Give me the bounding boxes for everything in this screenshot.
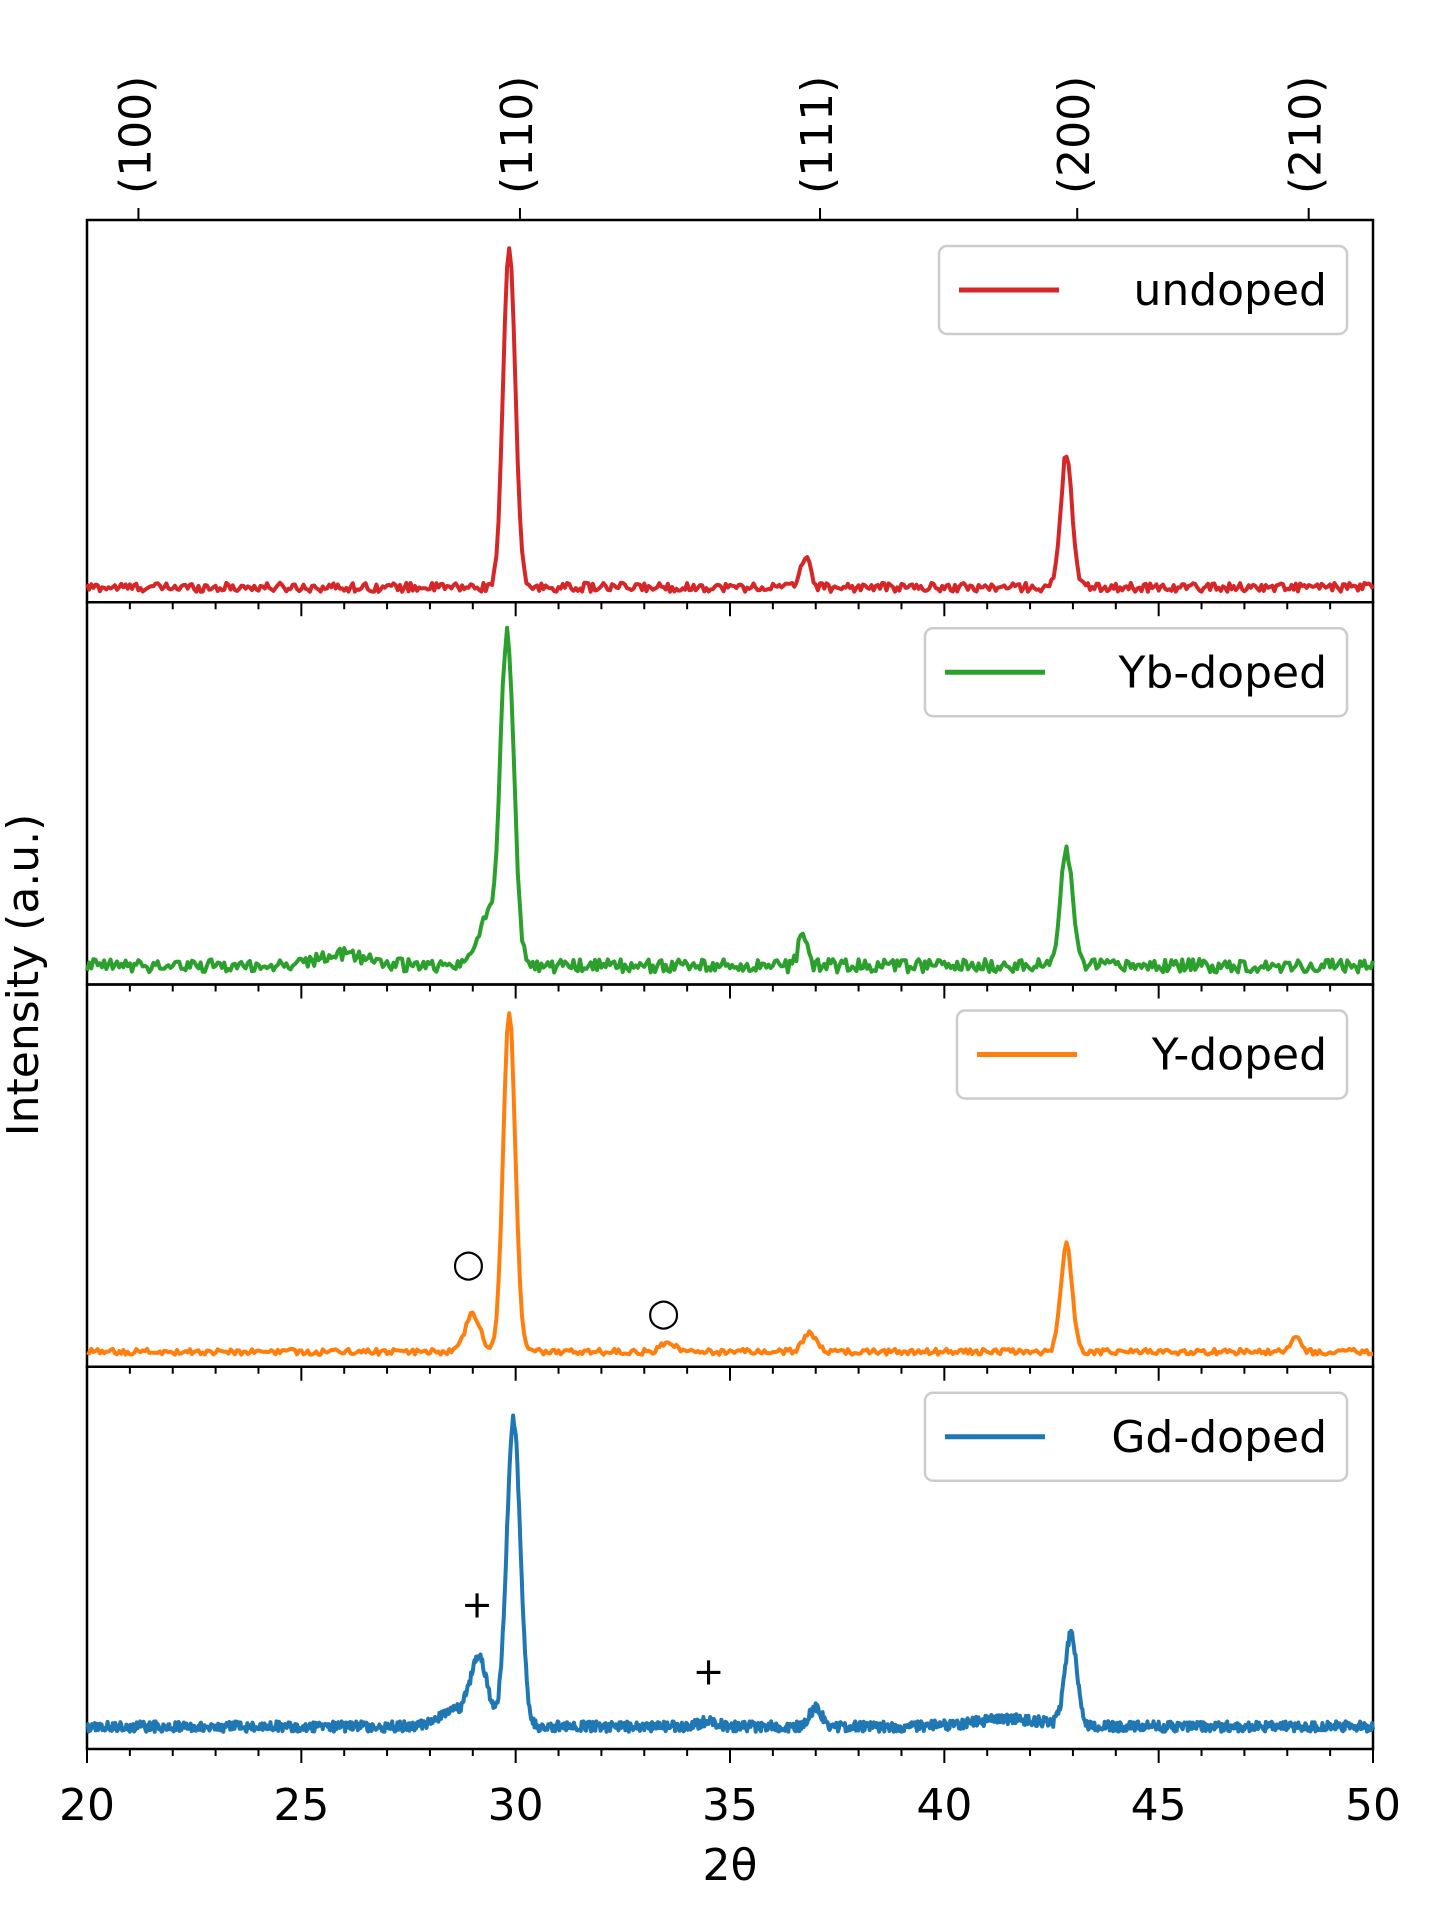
legend-box (923, 627, 1349, 718)
x-tick-label: 20 (59, 1780, 115, 1831)
legend-box (923, 1391, 1349, 1482)
peak-marker: ○ (647, 1290, 680, 1334)
x-tick-label: 35 (702, 1780, 758, 1831)
series-line-Yb-doped (85, 625, 1375, 975)
legend-box (937, 244, 1349, 336)
x-tick-label: 30 (488, 1780, 544, 1831)
top-axis-label: (200) (1049, 76, 1100, 194)
top-axis-label: (100) (110, 76, 161, 194)
series-line-undoped (85, 246, 1375, 594)
legend-box (955, 1009, 1349, 1100)
series-line-Y-doped (86, 1011, 1374, 1357)
top-axis-label: (210) (1281, 76, 1332, 194)
series-line-Gd-doped (85, 1413, 1375, 1734)
peak-marker: ○ (452, 1241, 485, 1285)
x-tick-label: 25 (273, 1780, 329, 1831)
x-tick-label: 40 (916, 1780, 972, 1831)
legend-label-Y-doped: Y-doped (1151, 1030, 1327, 1081)
peak-marker: + (693, 1650, 725, 1694)
top-axis-label: (110) (492, 76, 543, 194)
x-tick-label: 50 (1345, 1780, 1401, 1831)
y-axis-label: Intensity (a.u.) (0, 814, 49, 1137)
legend-label-undoped: undoped (1133, 265, 1327, 316)
x-tick-label: 45 (1131, 1780, 1187, 1831)
legend-label-Yb-doped: Yb-doped (1118, 647, 1327, 698)
x-axis-label: 2θ (703, 1840, 758, 1891)
top-axis-label: (111) (792, 76, 843, 194)
legend-label-Gd-doped: Gd-doped (1111, 1412, 1327, 1463)
peak-marker: + (461, 1582, 493, 1626)
